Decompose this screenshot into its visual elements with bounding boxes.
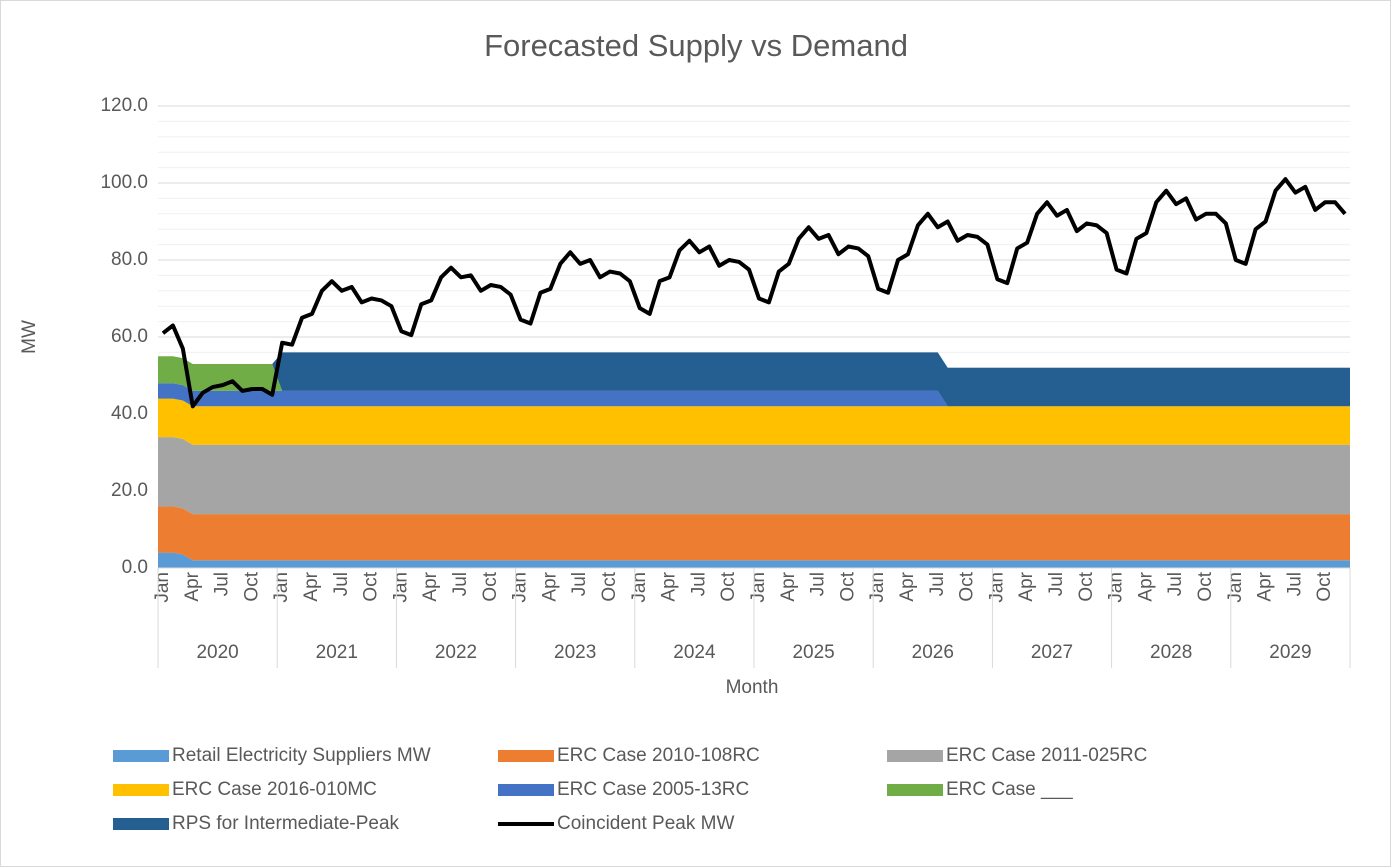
x-tick-label: Jan — [1106, 572, 1127, 603]
x-tick-label: Oct — [480, 571, 501, 601]
x-tick-label: Apr — [301, 571, 322, 601]
y-tick-label: 100.0 — [100, 172, 148, 193]
area-1 — [158, 506, 1350, 561]
x-group-label: 2020 — [196, 642, 238, 663]
x-group-label: 2021 — [316, 642, 358, 663]
x-tick-label: Jul — [1284, 572, 1305, 596]
area-4 — [158, 383, 1350, 407]
legend-label: ERC Case 2005-13RC — [557, 779, 749, 800]
x-tick-label: Jan — [1225, 572, 1246, 603]
x-tick-label: Oct — [1195, 571, 1216, 601]
x-tick-label: Jul — [1165, 572, 1186, 596]
area-2 — [158, 437, 1350, 515]
legend-label: ERC Case 2010-108RC — [557, 745, 760, 766]
x-tick-label: Jan — [152, 572, 173, 603]
x-tick-label: Apr — [778, 571, 799, 601]
x-tick-label: Jan — [867, 572, 888, 603]
x-group-label: 2023 — [554, 642, 596, 663]
y-tick-label: 40.0 — [111, 403, 148, 424]
line-series — [161, 177, 1347, 409]
legend-label: Coincident Peak MW — [557, 813, 734, 834]
legend-swatch — [498, 784, 554, 796]
area-6 — [158, 352, 1350, 407]
x-tick-label: Jul — [808, 572, 829, 596]
x-tick-label: Jan — [510, 572, 531, 603]
y-tick-label: 120.0 — [100, 95, 148, 116]
x-tick-label: Oct — [361, 571, 382, 601]
x-tick-label: Apr — [1135, 571, 1156, 601]
x-tick-label: Jan — [986, 572, 1007, 603]
x-axis-title: Month — [726, 677, 779, 698]
x-tick-label: Jan — [629, 572, 650, 603]
x-tick-label: Oct — [837, 571, 858, 601]
x-tick-label: Oct — [1314, 571, 1335, 601]
x-tick-label: Oct — [718, 571, 739, 601]
x-group-label: 2029 — [1269, 642, 1311, 663]
legend-swatch — [887, 784, 943, 796]
legend-label: ERC Case 2011-025RC — [946, 745, 1147, 766]
x-group-label: 2025 — [792, 642, 834, 663]
x-tick-label: Oct — [599, 571, 620, 601]
legend-swatch — [113, 784, 169, 796]
x-tick-label: Oct — [241, 571, 262, 601]
x-tick-label: Jul — [927, 572, 948, 596]
y-axis-title: MW — [19, 320, 40, 354]
legend-label: RPS for Intermediate-Peak — [172, 813, 400, 834]
x-tick-label: Jan — [271, 572, 292, 603]
x-tick-label: Oct — [957, 571, 978, 601]
x-tick-label: Jul — [688, 572, 709, 596]
x-group-label: 2026 — [912, 642, 954, 663]
x-tick-label: Jul — [331, 572, 352, 596]
x-group-label: 2022 — [435, 642, 477, 663]
legend-swatch — [113, 750, 169, 762]
legend-swatch — [887, 750, 943, 762]
x-tick-label: Apr — [897, 571, 918, 601]
y-tick-label: 80.0 — [111, 249, 148, 270]
x-tick-label: Apr — [182, 571, 203, 601]
x-group-label: 2028 — [1150, 642, 1192, 663]
x-tick-label: Jul — [212, 572, 233, 596]
y-tick-label: 60.0 — [111, 326, 148, 347]
legend-swatch — [113, 818, 169, 830]
x-tick-label: Jan — [748, 572, 769, 603]
x-tick-label: Apr — [1255, 571, 1276, 601]
legend-label: ERC Case ___ — [946, 779, 1073, 800]
x-tick-label: Jan — [390, 572, 411, 603]
x-tick-label: Jul — [1046, 572, 1067, 596]
x-tick-label: Jul — [569, 572, 590, 596]
area-3 — [158, 398, 1350, 445]
x-group-label: 2024 — [673, 642, 716, 663]
x-tick-label: Apr — [659, 571, 680, 601]
legend-label: ERC Case 2016-010MC — [172, 779, 377, 800]
x-group-label: 2027 — [1031, 642, 1073, 663]
x-tick-label: Jul — [450, 572, 471, 596]
y-tick-label: 0.0 — [122, 557, 148, 578]
legend-label: Retail Electricity Suppliers MW — [172, 745, 431, 766]
x-tick-label: Apr — [539, 571, 560, 601]
x-tick-label: Oct — [1076, 571, 1097, 601]
y-tick-label: 20.0 — [111, 480, 148, 501]
legend-swatch — [498, 750, 554, 762]
chart-title: Forecasted Supply vs Demand — [484, 28, 908, 63]
x-tick-label: Apr — [420, 571, 441, 601]
x-tick-label: Apr — [1016, 571, 1037, 601]
